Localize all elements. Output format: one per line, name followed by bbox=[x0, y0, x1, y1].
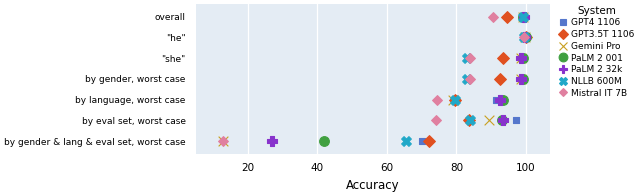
Point bbox=[516, 77, 526, 80]
Point bbox=[517, 77, 527, 80]
Point bbox=[431, 119, 441, 122]
Point bbox=[465, 119, 476, 122]
Point bbox=[516, 56, 526, 60]
Point bbox=[495, 98, 505, 101]
Point bbox=[461, 56, 472, 60]
Point bbox=[520, 36, 531, 39]
Legend: GPT4 1106, GPT3.5T 1106, Gemini Pro, PaLM 2 001, PaLM 2 32k, NLLB 600M, Mistral : GPT4 1106, GPT3.5T 1106, Gemini Pro, PaL… bbox=[559, 6, 634, 98]
Point bbox=[516, 77, 526, 80]
Point bbox=[517, 15, 527, 18]
Point bbox=[495, 77, 505, 80]
Point bbox=[521, 36, 531, 39]
Point bbox=[517, 15, 527, 18]
Point bbox=[519, 15, 529, 18]
Point bbox=[465, 56, 476, 60]
Point bbox=[449, 98, 460, 101]
Point bbox=[517, 56, 527, 60]
Point bbox=[492, 98, 502, 101]
Point bbox=[517, 56, 527, 60]
Point bbox=[401, 140, 411, 143]
Point bbox=[521, 36, 531, 39]
Point bbox=[461, 77, 472, 80]
Point bbox=[518, 15, 529, 18]
Point bbox=[499, 98, 509, 101]
Point bbox=[502, 15, 512, 18]
Point bbox=[484, 119, 495, 122]
Point bbox=[218, 140, 228, 143]
Point bbox=[448, 98, 458, 101]
Point bbox=[519, 36, 529, 39]
Point bbox=[417, 140, 427, 143]
Point bbox=[497, 119, 507, 122]
Point bbox=[520, 36, 531, 39]
Point bbox=[319, 140, 330, 143]
Point bbox=[449, 98, 460, 101]
Point bbox=[499, 56, 509, 60]
Point bbox=[218, 140, 228, 143]
Point bbox=[463, 119, 474, 122]
Point bbox=[518, 15, 529, 18]
Point bbox=[488, 15, 498, 18]
Point bbox=[499, 119, 509, 122]
X-axis label: Accuracy: Accuracy bbox=[346, 179, 400, 192]
Point bbox=[516, 56, 526, 60]
Point bbox=[521, 36, 531, 39]
Point bbox=[267, 140, 277, 143]
Point bbox=[511, 119, 521, 122]
Point bbox=[517, 77, 527, 80]
Point bbox=[432, 98, 442, 101]
Point bbox=[424, 140, 434, 143]
Point bbox=[519, 36, 529, 39]
Point bbox=[465, 77, 476, 80]
